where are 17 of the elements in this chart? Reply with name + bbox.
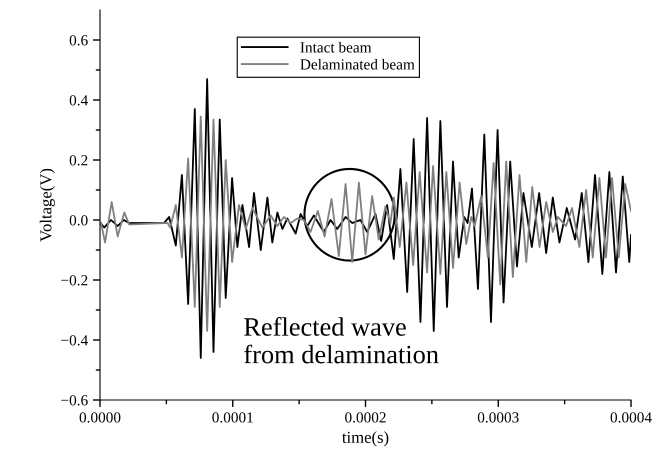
x-tick-label: 0.0004	[610, 412, 652, 423]
x-tick-label: 0.0003	[478, 412, 519, 423]
x-tick-label: 0.0002	[345, 412, 386, 423]
y-tick-label: −0.2	[61, 275, 88, 286]
annotation: Reflected wave from delamination	[244, 317, 439, 364]
legend-label: Intact beam	[300, 42, 372, 53]
y-tick-label: 0.6	[70, 35, 88, 46]
y-tick-label: −0.6	[61, 395, 88, 406]
legend-label: Delaminated beam	[300, 58, 415, 70]
y-tick-label: 0.0	[70, 215, 88, 226]
x-tick-label: 0.0000	[80, 412, 120, 423]
y-tick-label: 0.2	[70, 155, 88, 166]
y-axis-title: Voltage(V)	[40, 168, 55, 242]
y-tick-label: 0.4	[70, 95, 88, 106]
x-tick-label: 0.0001	[212, 412, 253, 423]
x-axis-title: time(s)	[342, 431, 388, 446]
y-tick-label: −0.4	[61, 335, 88, 346]
